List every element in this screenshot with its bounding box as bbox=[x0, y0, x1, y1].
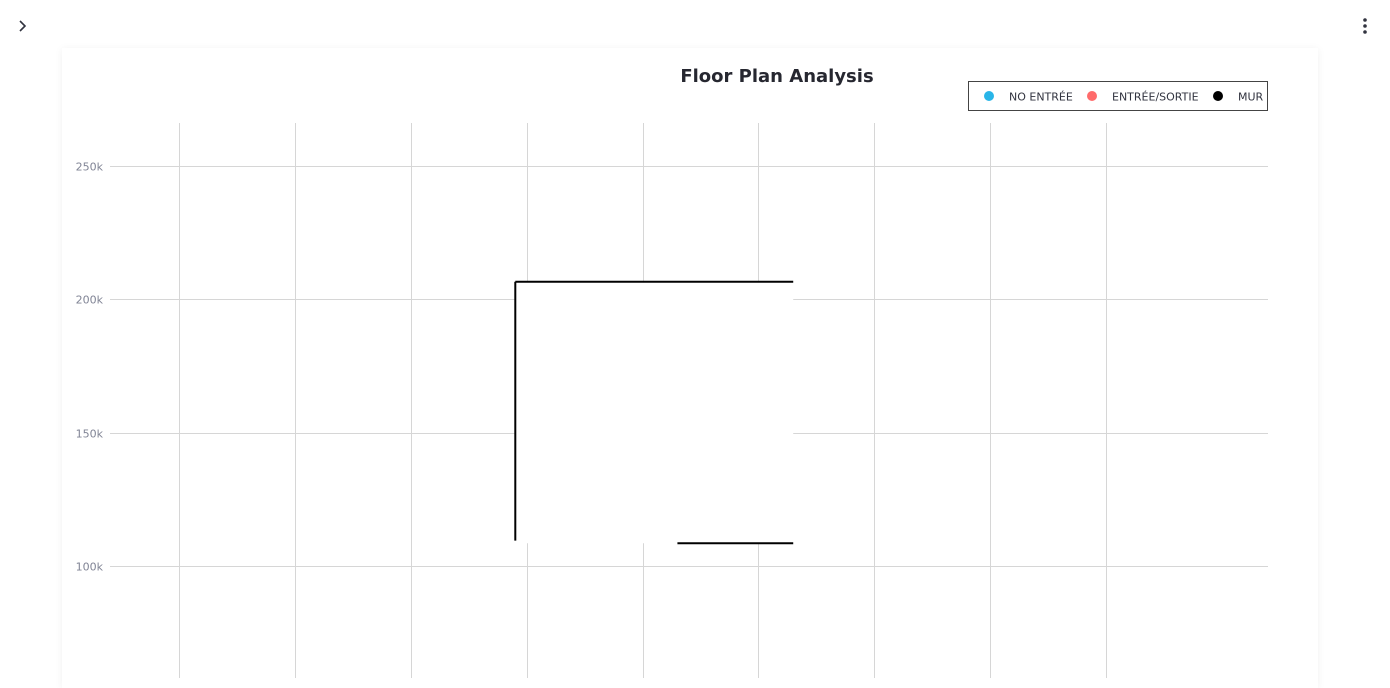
legend[interactable]: NO ENTRÉE ENTRÉE/SORTIE MUR bbox=[968, 81, 1268, 111]
series-layer bbox=[514, 280, 794, 545]
interior-mask bbox=[515, 281, 794, 544]
y-tick-label: 250k bbox=[76, 161, 104, 174]
y-tick-label: 200k bbox=[76, 294, 104, 307]
legend-item[interactable]: NO ENTRÉE bbox=[984, 91, 1073, 104]
room-interior bbox=[515, 281, 794, 544]
legend-item[interactable]: MUR bbox=[1213, 91, 1264, 104]
legend-label: ENTRÉE/SORTIE bbox=[1112, 91, 1199, 104]
sidebar-toggle-button[interactable] bbox=[11, 14, 35, 38]
y-tick-label: 150k bbox=[76, 428, 104, 441]
y-tick-label: 100k bbox=[76, 561, 104, 574]
legend-marker bbox=[984, 91, 994, 101]
legend-item[interactable]: ENTRÉE/SORTIE bbox=[1087, 91, 1199, 104]
legend-marker bbox=[1213, 91, 1223, 101]
y-tick-labels: 250k 200k 150k 100k bbox=[76, 161, 104, 574]
legend-label: NO ENTRÉE bbox=[1009, 91, 1073, 104]
chart-title: Floor Plan Analysis bbox=[680, 66, 873, 87]
main-menu-button[interactable] bbox=[1353, 14, 1377, 38]
vertical-dots-icon bbox=[1363, 18, 1367, 34]
legend-label: MUR bbox=[1238, 91, 1264, 104]
legend-marker bbox=[1087, 91, 1097, 101]
chevron-right-icon bbox=[19, 20, 27, 32]
